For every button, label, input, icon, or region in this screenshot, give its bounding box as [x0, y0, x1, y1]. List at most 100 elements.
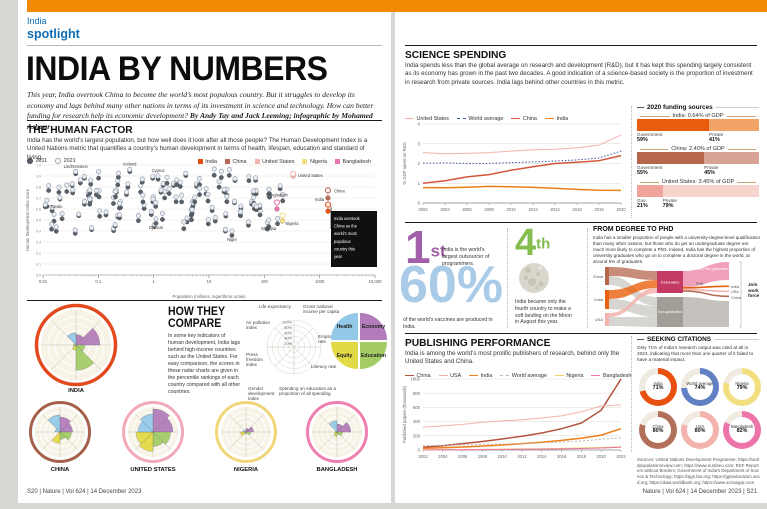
- legend-item-2021: 2021: [55, 158, 76, 164]
- legend-item-nigeria: Nigeria: [302, 159, 327, 165]
- svg-text:1.0: 1.0: [36, 163, 41, 167]
- citation-donut-grid: India 71% World average 74% Nigeria 79% China 8…: [639, 368, 761, 449]
- svg-text:Ethiopia: Ethiopia: [261, 226, 277, 231]
- svg-text:0.01: 0.01: [39, 279, 48, 284]
- legend-item-united-states: United States: [405, 116, 449, 122]
- divider: [27, 120, 382, 121]
- publishing-legend: China USA India World average Nigeria Banglad…: [405, 363, 639, 381]
- svg-text:400: 400: [413, 419, 421, 424]
- degree-to-phd-description: India has a smaller proportion of people…: [593, 235, 760, 264]
- radar-chart-india: [34, 303, 118, 387]
- kicker: India: [27, 16, 47, 26]
- radar-chart-china: [29, 401, 91, 463]
- svg-text:100: 100: [261, 279, 269, 284]
- svg-text:2006: 2006: [462, 207, 472, 212]
- divider: [405, 333, 757, 334]
- svg-text:2012: 2012: [528, 207, 538, 212]
- svg-text:Niger: Niger: [227, 237, 237, 242]
- svg-text:0: 0: [418, 201, 421, 206]
- radar-chart-bangladesh: [306, 401, 368, 463]
- title-line: COMPARE: [168, 318, 222, 331]
- svg-text:Iceland: Iceland: [123, 162, 137, 167]
- radar-label-united-states: UNITED STATES: [130, 467, 176, 473]
- svg-text:% GDP spent on R&D: % GDP spent on R&D: [402, 142, 407, 184]
- svg-text:Nigeria: Nigeria: [286, 221, 300, 226]
- svg-text:Non-graduates: Non-graduates: [658, 310, 682, 314]
- page-footer-right: Nature | Vol 624 | 14 December 2023 | S2…: [642, 489, 757, 495]
- stat-fourth-caption: India became only the fourth country to …: [515, 299, 572, 326]
- page-footer-left: S20 | Nature | Vol 624 | 14 December 202…: [27, 489, 142, 495]
- svg-text:India: India: [731, 285, 740, 289]
- radar-axis-label: Employment rate: [318, 334, 344, 345]
- radar-grid: 100%80%60% 40%20%: [266, 319, 322, 375]
- publishing-chart: 0 200 400 600 800 1000 2002 2004 2006 2008 2010 201…: [402, 377, 626, 459]
- stat-first-caption: India is the world’s largest outsourcer …: [442, 247, 490, 267]
- legend-item-china: China: [405, 373, 431, 379]
- standfirst-text: This year, India overtook China to becom…: [27, 90, 374, 121]
- svg-text:China: China: [593, 274, 604, 279]
- hdi-scatter-chart: 0.0 0.1 0.2 0.3 0.4 0.5 0.6 0.7 0.8 0.9 1.0 0.01 0.1…: [25, 162, 382, 299]
- svg-text:0.1: 0.1: [95, 279, 101, 284]
- svg-text:0.0: 0.0: [36, 273, 41, 277]
- svg-text:60%: 60%: [284, 331, 292, 335]
- scatter-legend: 2011 2021 India China United States Nigeria Ba…: [27, 151, 379, 169]
- citation-donut-india: India 71%: [639, 368, 677, 406]
- divider: [405, 222, 757, 223]
- stat-vaccines-caption: of the world’s vaccines are produced in …: [403, 317, 493, 330]
- svg-text:China as the: China as the: [334, 224, 358, 229]
- quadrant-legend: Health Economy Equity Education: [331, 313, 387, 369]
- degree-sankey-chart: Graduates Non-graduates Non-PhD graduates P…: [593, 261, 742, 328]
- svg-text:2008: 2008: [484, 207, 494, 212]
- radar-axes-diagram: 100% 80% 60% 40% 20% Gross national income p…: [246, 302, 344, 402]
- legend-item-2011: 2011: [27, 158, 47, 164]
- section-title-science-spending: SCIENCE SPENDING: [405, 49, 507, 61]
- legend-item-nigeria: Nigeria: [554, 373, 583, 379]
- svg-text:100%: 100%: [282, 321, 292, 325]
- page-left: India spotlight INDIA BY NUMBERS This ye…: [18, 0, 391, 503]
- science-spending-legend: United States World average China India: [405, 106, 576, 124]
- science-spending-description: India spends less than the global averag…: [405, 62, 753, 86]
- quadrant-education: Education: [360, 342, 387, 369]
- divider: [27, 45, 382, 46]
- stat-first-suffix: st: [430, 241, 446, 261]
- svg-text:0.3: 0.3: [36, 240, 41, 244]
- page-title: INDIA BY NUMBERS: [26, 50, 328, 88]
- svg-text:PhD: PhD: [696, 282, 704, 286]
- svg-text:2004: 2004: [440, 207, 450, 212]
- citation-donut-nigeria: Nigeria 79%: [723, 368, 761, 406]
- radar-chart-nigeria: [215, 401, 277, 463]
- radar-axis-label: Gross national income per capita: [303, 304, 340, 315]
- svg-text:0.9: 0.9: [36, 174, 41, 178]
- citation-donut-world-average: World average 74%: [681, 368, 719, 406]
- svg-text:2: 2: [418, 161, 421, 166]
- section-title-human-factor: THE HUMAN FACTOR: [27, 124, 133, 136]
- svg-text:2020: 2020: [597, 454, 607, 459]
- sources-note: Sources: United Nations Development Prog…: [637, 457, 760, 485]
- divider: [631, 336, 632, 452]
- svg-text:Graduates: Graduates: [661, 280, 680, 285]
- legend-item-india: India: [544, 116, 568, 122]
- svg-text:0.8: 0.8: [36, 185, 41, 189]
- svg-text:1000: 1000: [315, 279, 325, 284]
- svg-text:0: 0: [418, 448, 421, 453]
- stat-fourth-value: 4: [515, 222, 537, 264]
- svg-text:country this: country this: [334, 246, 355, 251]
- byline: By Andy Tay and Jack Leeming; infographi…: [27, 111, 373, 131]
- citations-description: Only 71% of India’s research output was …: [637, 345, 754, 363]
- svg-text:0.2: 0.2: [36, 251, 41, 255]
- science-spending-chart: 0 1 2 3 4 2002 2004 2006 2008 2010 2012 2014 2016 201…: [402, 122, 626, 212]
- svg-text:3: 3: [418, 141, 421, 146]
- section-tab: spotlight: [27, 27, 80, 41]
- svg-text:world’s most: world’s most: [334, 231, 358, 236]
- divider: [507, 228, 508, 328]
- svg-text:2016: 2016: [572, 207, 582, 212]
- title-line: HOW THEY: [168, 306, 226, 318]
- divider: [27, 300, 382, 301]
- moon-icon: [519, 263, 549, 293]
- svg-text:2014: 2014: [537, 454, 547, 459]
- svg-text:India overtook: India overtook: [334, 216, 361, 221]
- radar-label-china: CHINA: [50, 467, 70, 473]
- radar-axis-label: Gender development index: [248, 386, 275, 402]
- svg-text:0.6: 0.6: [36, 207, 41, 211]
- page-right: SCIENCE SPENDING India spends less than …: [395, 0, 767, 503]
